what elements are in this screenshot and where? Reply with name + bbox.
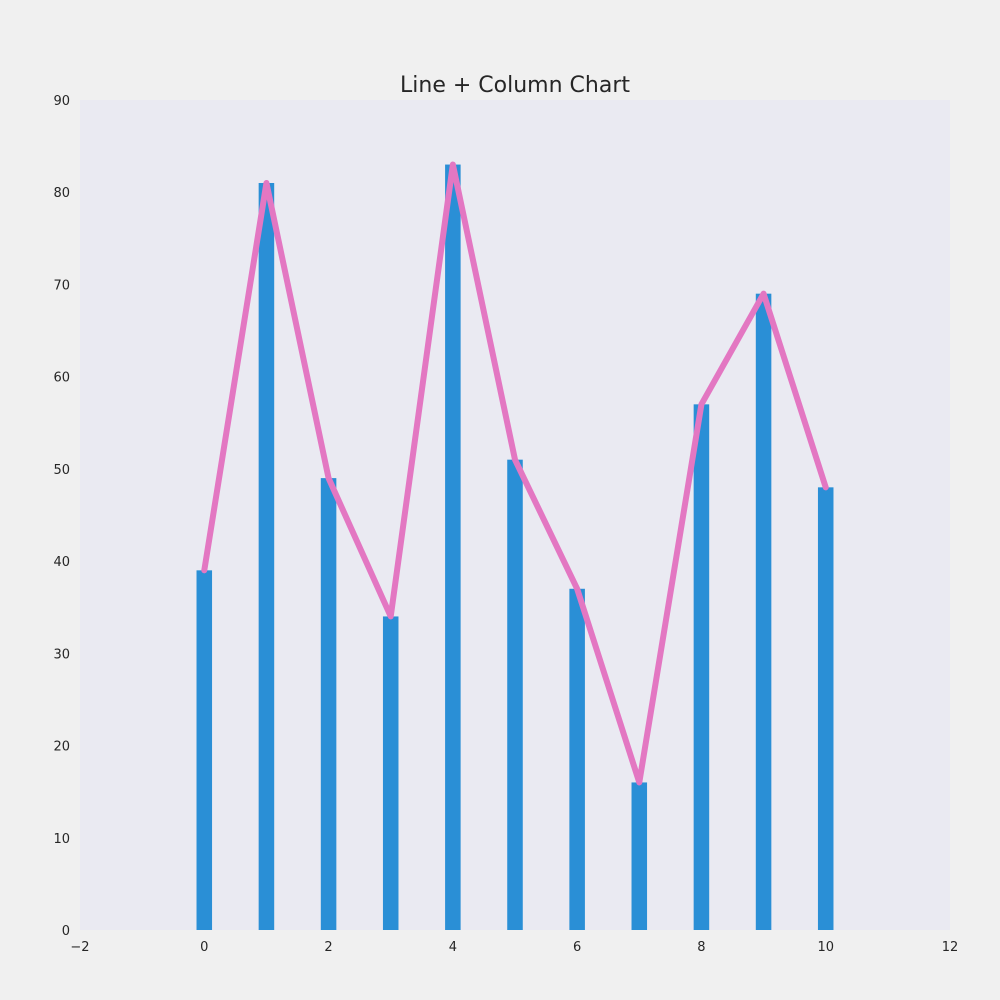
x-tick-label: 4: [449, 940, 457, 955]
line-series: [201, 161, 829, 786]
y-tick-label: 60: [53, 371, 70, 386]
x-tick-label: 0: [200, 940, 208, 955]
x-tick-label: 12: [942, 940, 959, 955]
chart-title: Line + Column Chart: [400, 73, 630, 98]
x-axis-ticks: −2 0 2 4 6 8 10 12: [70, 940, 958, 955]
x-tick-label: 2: [324, 940, 332, 955]
bar-series: [196, 164, 834, 931]
y-tick-label: 80: [53, 186, 70, 201]
x-tick-label: 6: [573, 940, 581, 955]
y-tick-label: 20: [53, 740, 70, 755]
y-tick-label: 30: [53, 647, 70, 662]
bar-0: [196, 570, 213, 930]
x-tick-label: 10: [817, 940, 834, 955]
bar-6: [569, 588, 585, 930]
bar-1: [258, 183, 275, 930]
y-tick-label: 40: [53, 555, 70, 570]
bar-8: [693, 404, 710, 930]
bar-10: [817, 487, 834, 930]
bar-2: [320, 478, 337, 930]
y-axis-ticks: 0 10 20 30 40 50 60 70 80 90: [53, 94, 70, 939]
bar-7: [631, 782, 648, 930]
y-tick-label: 50: [53, 463, 70, 478]
x-tick-label: 8: [697, 940, 705, 955]
y-tick-label: 70: [53, 278, 70, 293]
bar-3: [382, 616, 399, 930]
bar-4: [445, 164, 461, 931]
series-line: [201, 161, 829, 786]
x-tick-label: −2: [70, 940, 89, 955]
y-tick-label: 10: [53, 832, 70, 847]
bar-9: [755, 293, 772, 931]
bar-5: [507, 459, 523, 930]
y-tick-label: 0: [62, 924, 70, 939]
y-tick-label: 90: [53, 94, 70, 109]
